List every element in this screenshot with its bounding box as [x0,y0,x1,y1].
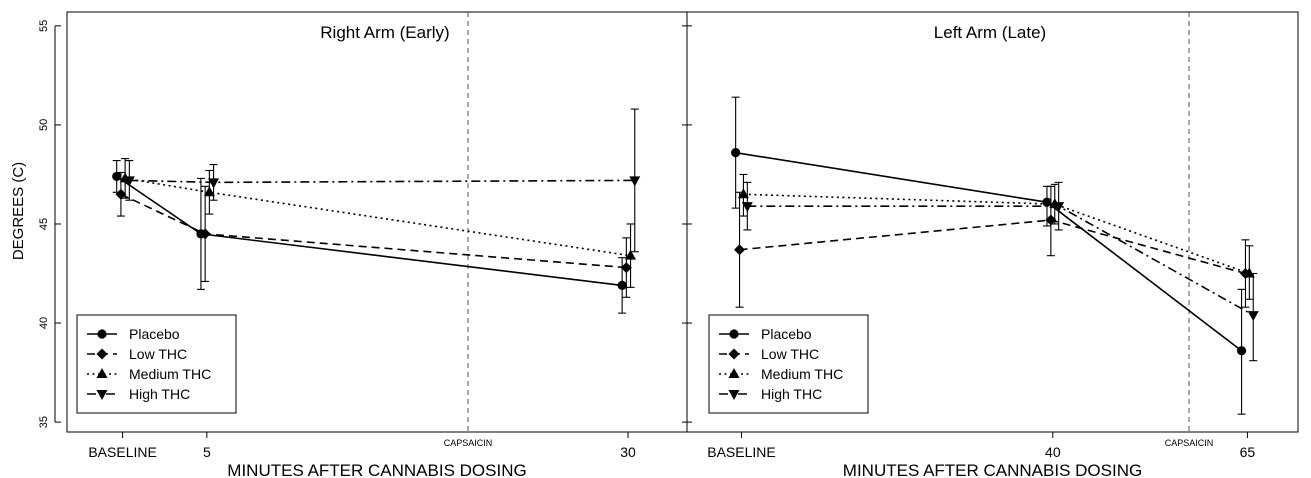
y-tick-label: 55 [38,20,50,32]
legend-label: High THC [761,386,822,402]
capsaicin-label: CAPSAICIN [1165,438,1214,448]
data-point [731,148,741,158]
legend-label: Placebo [129,326,180,342]
data-point [1053,202,1065,213]
x-tick-label: 65 [1240,444,1256,460]
series-line [747,205,1254,316]
x-tick-label: BASELINE [707,444,775,460]
series-placebo [112,160,627,314]
y-tick-label: 40 [38,317,50,329]
series-line [129,179,635,184]
x-tick-label: 30 [620,444,636,460]
series-medium-thc [737,173,1255,300]
legend-label: High THC [129,386,190,402]
series-placebo [731,96,1247,415]
x-tick-label: 5 [203,444,211,460]
legend-marker [96,390,108,400]
capsaicin-label: CAPSAICIN [444,438,493,448]
legend-marker [96,348,108,360]
panel-left-arm: CAPSAICIN BASELINE 40 65 MINUTES AFTER CANNA… [686,11,1299,478]
x-axis-label: MINUTES AFTER CANNABIS DOSING [227,461,526,478]
legend-marker [728,390,740,400]
data-point [1247,311,1259,322]
data-point [1243,267,1255,278]
y-axis: 35 40 45 50 55 DEGREES (C) [10,20,61,428]
data-point [123,176,135,187]
data-point [112,171,122,182]
y-tick-label: 50 [38,119,50,131]
panel-title: Left Arm (Late) [934,23,1046,42]
data-point [617,280,627,290]
legend-label: Low THC [761,346,819,362]
panel-frame [686,11,1299,433]
data-point [620,262,632,274]
panel-title: Right Arm (Early) [320,23,449,42]
legend-label: Placebo [761,326,812,342]
data-point [734,244,746,256]
legend-marker [729,329,739,339]
series-line [116,175,623,287]
y-tick-label: 35 [38,416,50,428]
x-tick-label: BASELINE [88,444,156,460]
x-axis-label: MINUTES AFTER CANNABIS DOSING [843,461,1142,478]
legend-marker [728,368,740,378]
series-low-thc [734,185,1251,308]
data-point [1045,214,1057,226]
series-high-thc [123,108,641,253]
data-point [741,202,753,213]
legend-label: Low THC [129,346,187,362]
data-point [115,188,127,200]
legend: Placebo Low THC Medium THC High THC [708,314,869,414]
data-point [625,249,637,260]
y-axis-label: DEGREES (C) [10,162,27,260]
data-point [1236,346,1247,356]
series-high-thc [741,181,1259,362]
series-line [124,177,631,257]
series-low-thc [115,171,632,298]
panel-right-arm: CAPSAICIN BASELINE 5 30 MINUTES AFTER CANNAB… [66,11,692,478]
legend-marker [728,348,740,360]
legend-marker [96,368,108,378]
series-line [739,219,1246,275]
data-point [203,186,215,197]
data-point [629,176,641,187]
data-point [208,178,220,189]
legend: Placebo Low THC Medium THC High THC [76,314,237,414]
legend-marker [97,329,107,339]
data-point [737,188,749,199]
y-tick-label: 45 [38,218,50,230]
legend-label: Medium THC [761,366,843,382]
data-point [1042,197,1052,207]
x-tick-label: 40 [1045,444,1061,460]
data-point [199,228,211,240]
legend-label: Medium THC [129,366,211,382]
